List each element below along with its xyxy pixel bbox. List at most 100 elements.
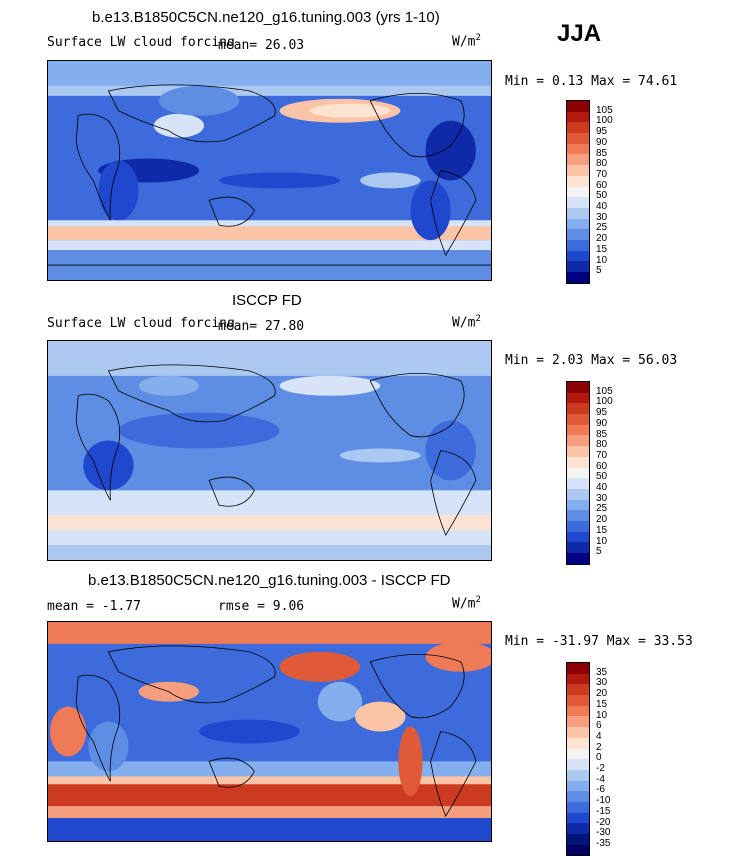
colorbar-label: 15 [596, 524, 608, 536]
colorbar-cell [567, 553, 589, 564]
map-plot [48, 622, 491, 841]
colorbar-cell [567, 456, 589, 468]
map-panel-observed [47, 340, 492, 561]
mean-value: mean= 26.03 [218, 38, 305, 53]
colorbar-cell [567, 250, 589, 262]
colorbar-cell [567, 542, 589, 553]
colorbar-label: 60 [596, 179, 608, 191]
colorbar-cell [567, 467, 589, 479]
colorbar-label: 100 [596, 396, 613, 408]
min-max-readout: Min = -31.97 Max = 33.53 [505, 634, 693, 649]
colorbar-label: 4 [596, 730, 602, 742]
colorbar-cell [567, 478, 589, 489]
colorbar-cell [567, 812, 589, 824]
colorbar-cell [567, 488, 589, 500]
colorbar-label: 70 [596, 168, 608, 180]
rmse-value: rmse = 9.06 [218, 599, 305, 614]
colorbar-cell [567, 392, 589, 404]
colorbar-cell [567, 844, 589, 856]
colorbar-label: 5 [596, 546, 602, 558]
colorbar-label: 20 [596, 688, 608, 700]
colorbar-cell [567, 143, 589, 155]
colorbar-label: -15 [596, 805, 611, 817]
colorbar-label: -2 [596, 763, 605, 774]
colorbar-cells [566, 100, 590, 284]
colorbar-label: 25 [596, 503, 608, 515]
colorbar-cell [567, 101, 589, 112]
colorbar-cell [567, 261, 589, 272]
colorbar-label: -10 [596, 795, 611, 807]
colorbar-cell [567, 133, 589, 144]
colorbar-cell [567, 111, 589, 123]
colorbar-label: 30 [596, 677, 608, 689]
colorbar-cell [567, 510, 589, 521]
coastline-outline [48, 84, 491, 266]
map-plot [48, 61, 491, 280]
colorbar-cell [567, 769, 589, 781]
colorbar-cell [567, 780, 589, 792]
colorbar-label: 90 [596, 136, 608, 148]
colorbar-label: 0 [596, 752, 602, 764]
colorbar-label: 95 [596, 126, 608, 138]
colorbar-cell [567, 791, 589, 802]
colorbar-label: 25 [596, 222, 608, 234]
panel-title: b.e13.B1850C5CN.ne120_g16.tuning.003 - I… [88, 572, 451, 589]
coastline-outline [75, 645, 477, 818]
colorbar-label: 10 [596, 535, 608, 547]
map-panel-model [47, 60, 492, 281]
panel-title: ISCCP FD [232, 292, 302, 309]
colorbar-cell [567, 272, 589, 283]
colorbar-cell [567, 207, 589, 219]
colorbar-label: -6 [596, 784, 605, 796]
colorbar-cell [567, 823, 589, 834]
colorbar-label: 15 [596, 243, 608, 255]
units-label: W/m2 [452, 314, 481, 331]
colorbar-cell [567, 154, 589, 166]
colorbar-cells [566, 381, 590, 565]
colorbar-cell [567, 673, 589, 685]
colorbar-cell [567, 737, 589, 749]
colorbar-cell [567, 748, 589, 760]
colorbar-label: 60 [596, 460, 608, 472]
colorbar-label: 20 [596, 514, 608, 526]
colorbar-label: 80 [596, 158, 608, 170]
colorbar-label: 30 [596, 211, 608, 223]
season-label: JJA [557, 20, 602, 47]
mean-value: mean= 27.80 [218, 319, 305, 334]
colorbar-label: 40 [596, 201, 608, 212]
colorbar-cell [567, 414, 589, 425]
colorbar-cell [567, 229, 589, 240]
panel-title: b.e13.B1850C5CN.ne120_g16.tuning.003 (yr… [92, 9, 440, 26]
colorbar-cell [567, 834, 589, 845]
colorbar-cell [567, 122, 589, 134]
colorbar-label: 95 [596, 407, 608, 419]
colorbar-cell [567, 695, 589, 706]
min-max-readout: Min = 0.13 Max = 74.61 [505, 74, 678, 89]
colorbar-cell [567, 716, 589, 728]
colorbar-cells [566, 662, 590, 856]
colorbar-cell [567, 175, 589, 187]
colorbar-cell [567, 663, 589, 674]
units-label: W/m2 [452, 595, 481, 612]
field-label: Surface LW cloud forcing [47, 316, 235, 331]
colorbar-cell [567, 531, 589, 543]
colorbar-cell [567, 705, 589, 717]
colorbar-label: 6 [596, 720, 602, 732]
colorbar-label: 50 [596, 190, 608, 202]
colorbar-cell [567, 218, 589, 230]
colorbar-label: 70 [596, 449, 608, 461]
coastline-outline [75, 364, 477, 537]
colorbar-cell [567, 165, 589, 176]
map-panel-difference [47, 621, 492, 842]
colorbar-cell [567, 727, 589, 738]
colorbar-label: 5 [596, 265, 602, 277]
colorbar-label: 10 [596, 709, 608, 721]
colorbar-label: 40 [596, 482, 608, 493]
colorbar-cell [567, 239, 589, 251]
colorbar-cell [567, 186, 589, 198]
colorbar-label: 105 [596, 104, 613, 116]
map-plot [48, 341, 491, 560]
colorbar-label: -4 [596, 773, 605, 785]
field-label: Surface LW cloud forcing [47, 35, 235, 50]
colorbar-label: 15 [596, 698, 608, 710]
